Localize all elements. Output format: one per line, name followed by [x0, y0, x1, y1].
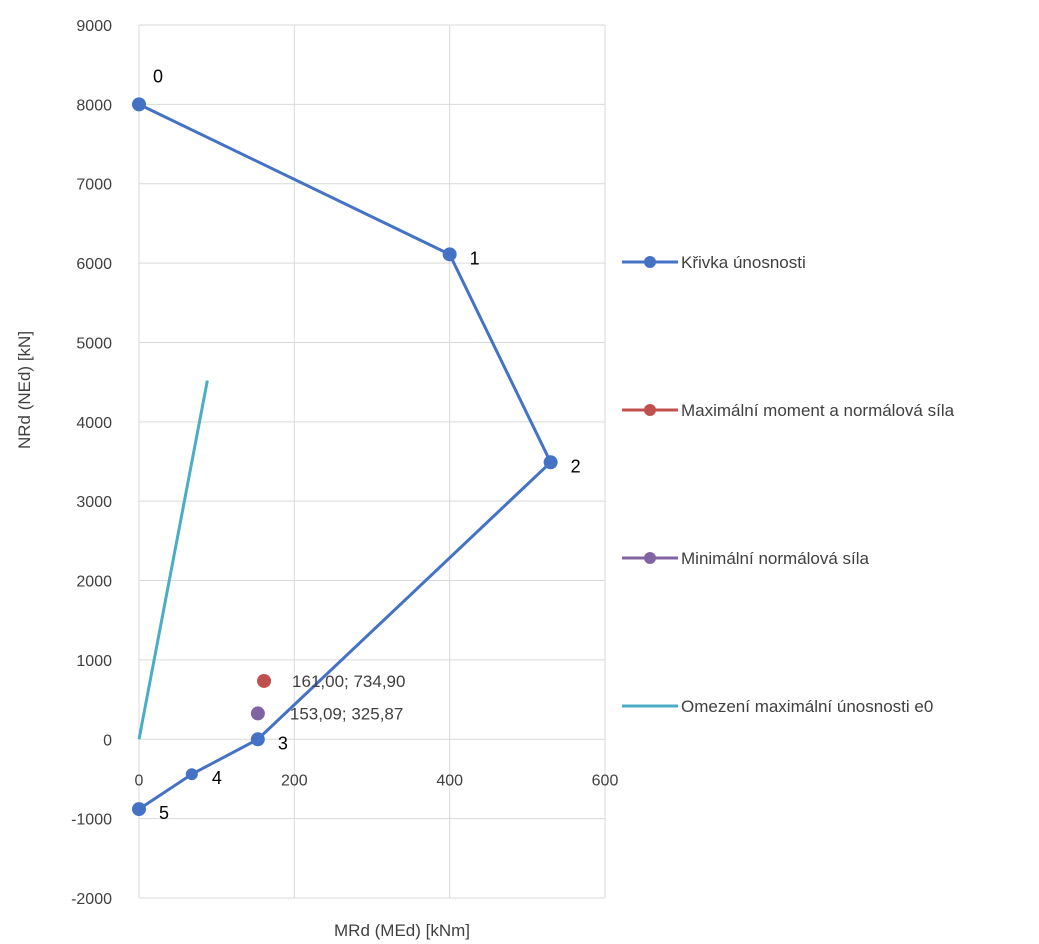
data-point [442, 247, 457, 262]
point-label: 5 [159, 803, 169, 823]
legend-swatch-marker [644, 404, 656, 416]
point-label: 1 [470, 248, 480, 268]
y-tick-label: -2000 [71, 891, 112, 908]
x-axis-ticks: 0 200 400 600 [135, 772, 619, 789]
legend: Křivka únosnosti Maximální moment a normá… [622, 253, 955, 716]
series-line-0 [138, 103, 553, 811]
point-label: 153,09; 325,87 [290, 704, 403, 723]
y-tick-label: 6000 [76, 256, 112, 273]
x-axis-title: MRd (MEd) [kNm] [334, 921, 470, 940]
y-tick-label: 1000 [76, 653, 112, 670]
series-line-3 [137, 380, 209, 740]
point-label: 0 [153, 66, 163, 86]
x-tick-label: 400 [436, 772, 463, 789]
y-tick-label: 3000 [76, 494, 112, 511]
y-tick-label: 5000 [76, 335, 112, 352]
y-tick-label: -1000 [71, 812, 112, 829]
y-tick-label: 0 [103, 732, 112, 749]
point-label: 3 [278, 733, 288, 753]
y-tick-label: 9000 [76, 18, 112, 35]
legend-label: Minimální normálová síla [681, 549, 870, 568]
y-tick-label: 4000 [76, 415, 112, 432]
point-label: 2 [571, 456, 581, 476]
y-tick-label: 7000 [76, 177, 112, 194]
data-point [132, 802, 146, 817]
data-point [250, 732, 265, 747]
legend-label: Křivka únosnosti [681, 253, 806, 272]
x-tick-label: 200 [281, 772, 308, 789]
legend-swatch-marker [644, 552, 656, 564]
point-label: 4 [212, 768, 222, 788]
data-point [250, 706, 265, 721]
x-tick-label: 600 [592, 772, 619, 789]
y-axis-title: NRd (NEd) [kN] [15, 331, 34, 449]
legend-swatch-marker [644, 256, 656, 268]
legend-label: Omezení maximální únosnosti e0 [681, 697, 933, 716]
grid [138, 24, 606, 899]
labels-layer: 0 1 2 3 4 5 161,00; 734,90 153,09; 325,87 [153, 66, 581, 823]
data-point [257, 673, 272, 688]
point-label: 161,00; 734,90 [292, 672, 405, 691]
y-tick-label: 8000 [76, 97, 112, 114]
y-tick-label: 2000 [76, 574, 112, 591]
series-layer [132, 97, 558, 817]
x-tick-label: 0 [135, 772, 144, 789]
y-axis-ticks: -2000 -1000 0 1000 2000 3000 4000 5000 6000 7000 8… [71, 18, 112, 908]
data-point [543, 455, 558, 470]
data-point [132, 97, 146, 112]
legend-label: Maximální moment a normálová síla [681, 401, 955, 420]
data-point [185, 768, 198, 781]
